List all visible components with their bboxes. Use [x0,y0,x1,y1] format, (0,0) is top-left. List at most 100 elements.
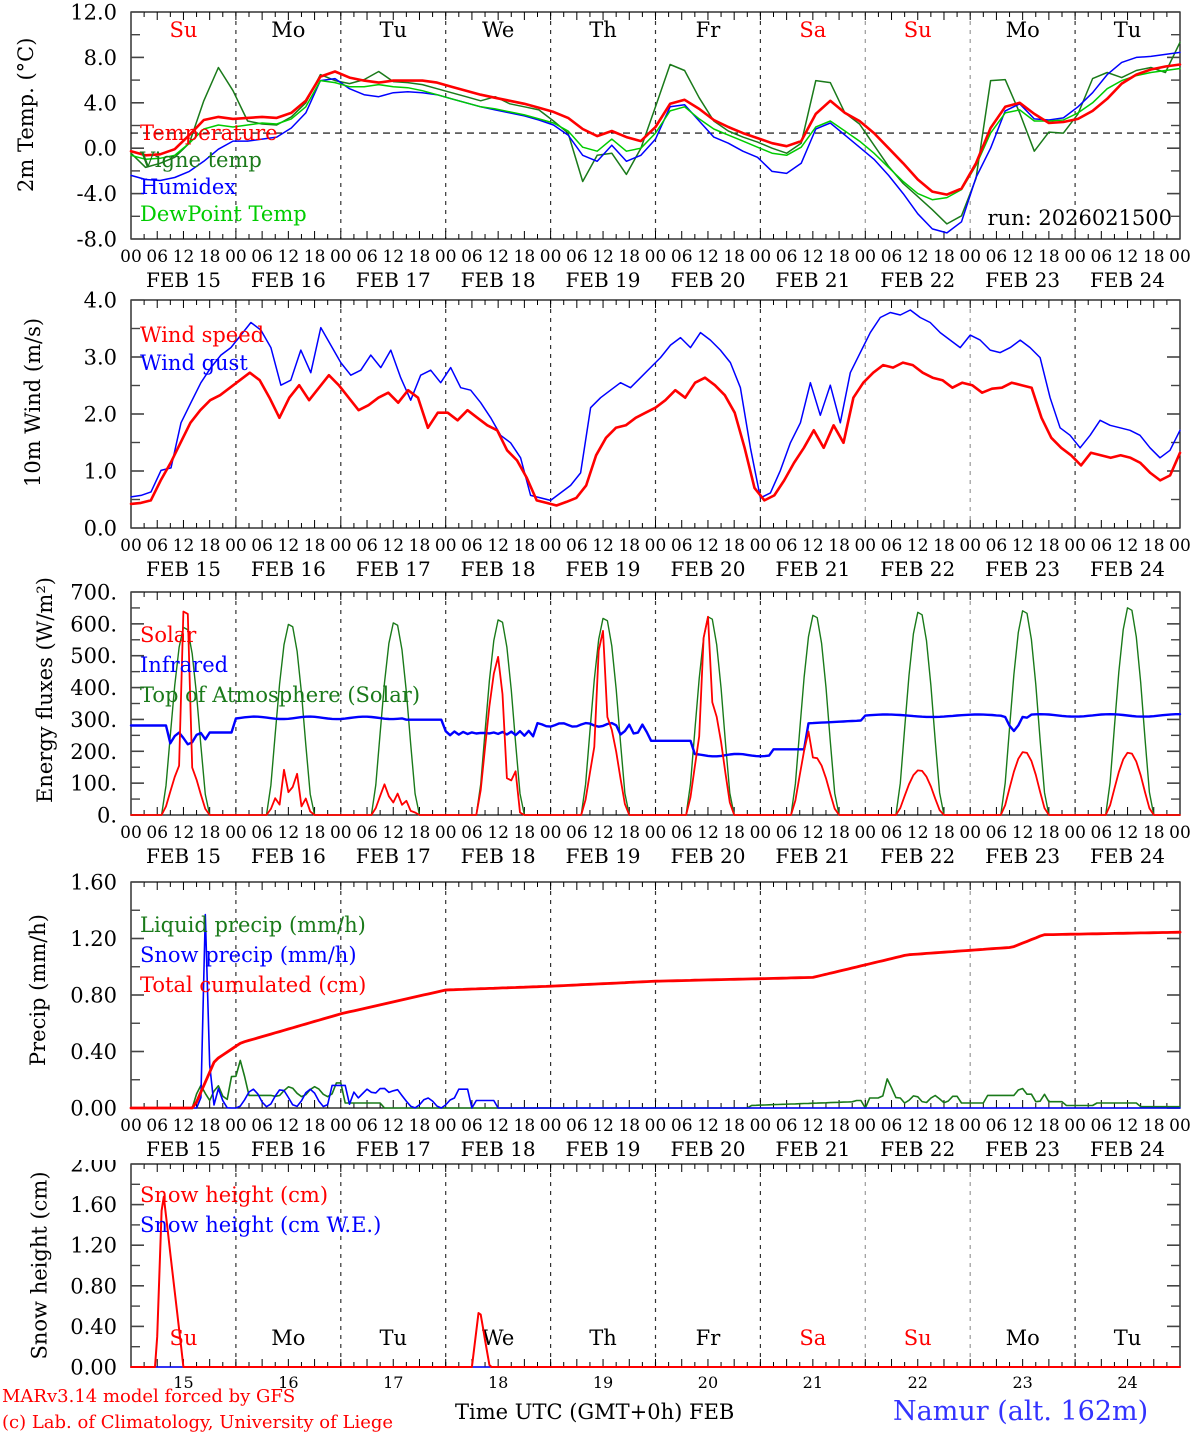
hour-label: 12 [382,536,404,556]
hour-label: 00 [435,536,457,556]
hour-label: 18 [723,1116,745,1136]
hour-label: 00 [1064,536,1086,556]
hour-label: 06 [251,247,273,267]
hour-label: 12 [802,536,824,556]
hour-label: 18 [828,823,850,843]
date-label: FEB 16 [251,268,326,290]
day-number-label: 21 [803,1373,823,1392]
date-label: FEB 21 [775,557,850,580]
series-humidex [130,51,1181,234]
hour-label: 18 [514,247,536,267]
hour-label: 12 [697,536,719,556]
y-tick-label: 0.00 [70,1097,117,1121]
hour-label: 00 [120,823,142,843]
y-tick-label: 2.0 [84,403,117,427]
hour-label: 06 [566,247,588,267]
hour-label: 00 [435,823,457,843]
series-total-cumulated [129,930,1182,1110]
hour-label: 06 [671,823,693,843]
hour-label: 00 [1169,536,1191,556]
hour-label: 12 [592,536,614,556]
hour-label: 12 [173,823,195,843]
date-label: FEB 18 [461,557,536,580]
hour-label: 18 [514,1116,536,1136]
hour-label: 12 [907,823,929,843]
hour-label: 00 [1064,1116,1086,1136]
hour-label: 00 [854,1116,876,1136]
hour-label: 00 [1064,247,1086,267]
hour-label: 18 [199,823,221,843]
date-label: FEB 15 [146,557,221,580]
y-tick-label: 0.0 [84,517,117,541]
date-label: FEB 17 [356,268,431,290]
date-label: FEB 21 [775,844,850,868]
hour-label: 06 [986,823,1008,843]
day-label: Th [589,1326,617,1350]
hour-label: 18 [409,536,431,556]
day-label: Sa [799,1326,826,1350]
hour-label: 12 [1012,247,1034,267]
hour-label: 06 [356,247,378,267]
hour-label: 12 [802,247,824,267]
hour-label: 18 [1038,823,1060,843]
legend-label: Total cumulated (cm) [140,973,366,997]
panel-snowheight: Snow height (cm) 2.00 1.60 1.20 0.80 0.40 0.0… [0,1160,1194,1440]
hour-label: 12 [278,1116,300,1136]
hour-label: 18 [723,823,745,843]
date-label: FEB 18 [461,268,536,290]
hour-label: 18 [304,536,326,556]
day-label: Tu [379,1326,407,1350]
hour-label: 00 [750,247,772,267]
hour-label: 18 [828,247,850,267]
date-label: FEB 22 [880,1137,955,1160]
y-tick-label: 0.40 [70,1315,117,1339]
hour-label: 06 [356,1116,378,1136]
date-label: FEB 24 [1090,557,1165,580]
hour-label: 12 [1012,823,1034,843]
series-dewpoint-temp [130,67,1181,201]
y-tick-label: 2.00 [70,1160,117,1177]
day-label: Sa [799,18,826,42]
legend-label: Humidex [140,175,236,199]
snow-y-axis-label: Snow height (cm) [27,1171,52,1360]
hour-label: 06 [461,823,483,843]
y-tick-label: -8.0 [77,228,118,252]
day-label: We [482,1326,514,1350]
model-credit-line1: MARv3.14 model forced by GFS [2,1386,296,1407]
series-solar [130,610,1181,816]
hour-label: 06 [881,536,903,556]
day-label: Mo [271,18,305,42]
y-tick-label: 1.60 [70,871,117,895]
hour-label: 18 [933,247,955,267]
legend-label: Temperature [140,121,278,145]
y-tick-label: 600. [70,612,117,636]
model-credit-line2: (c) Lab. of Climatology, University of L… [2,1412,394,1433]
hour-label: 06 [461,1116,483,1136]
hour-label: 06 [146,823,168,843]
day-number-label: 15 [173,1373,193,1392]
date-label: FEB 24 [1090,844,1165,868]
y-tick-label: 100. [70,772,117,796]
day-number-label: 23 [1012,1373,1032,1392]
y-tick-label: 4.0 [84,91,117,115]
hour-label: 18 [409,823,431,843]
hour-label: 06 [671,1116,693,1136]
date-label: FEB 20 [670,844,745,868]
hour-label: 18 [933,823,955,843]
hour-label: 18 [409,247,431,267]
date-label: FEB 20 [670,557,745,580]
hour-label: 06 [146,536,168,556]
day-label: Fr [696,1326,722,1350]
hour-label: 12 [1117,536,1139,556]
hour-label: 18 [618,536,640,556]
hour-label: 06 [566,1116,588,1136]
date-label: FEB 16 [251,844,326,868]
date-label: FEB 17 [356,557,431,580]
hour-label: 18 [723,536,745,556]
hour-label: 18 [933,1116,955,1136]
hour-label: 00 [435,247,457,267]
date-label: FEB 15 [146,268,221,290]
hour-label: 00 [435,1116,457,1136]
y-tick-label: 1.0 [84,460,117,484]
